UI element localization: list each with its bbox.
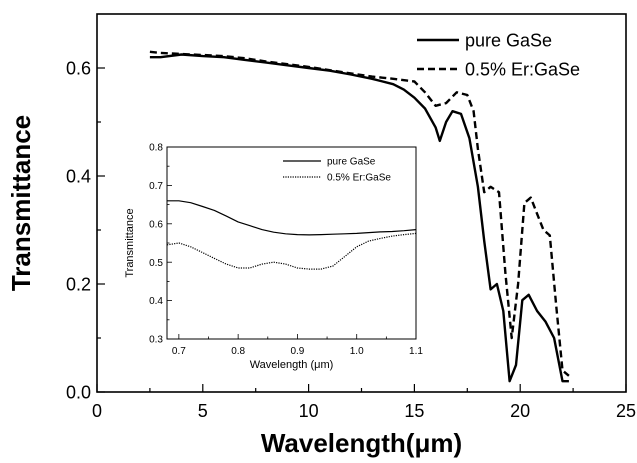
main-xtick-label: 5 (198, 401, 208, 421)
main-x-axis-label: Wavelength(μm) (261, 428, 462, 458)
inset-ytick-label: 0.8 (149, 143, 163, 154)
main-xtick-label: 20 (510, 401, 530, 421)
main-y-axis-label: Transmittance (6, 115, 36, 291)
inset-xtick-label: 1.1 (409, 346, 423, 357)
main-xtick-label: 10 (299, 401, 319, 421)
main-xtick-label: 25 (616, 401, 636, 421)
inset-xtick-label: 0.8 (231, 346, 245, 357)
main-series-line-1 (149, 50, 570, 377)
inset-x-axis-label: Wavelength (μm) (250, 359, 334, 371)
inset-xtick-label: 1.0 (350, 346, 364, 357)
inset-series-line-1 (166, 232, 417, 270)
inset-ytick-label: 0.4 (149, 296, 163, 307)
inset-chart: 0.7 0.8 0.9 1.0 1.1 0.3 0.4 0.5 0.6 0.7 0.8 Wavelen… (124, 143, 423, 371)
main-ytick-label: 0.6 (66, 58, 91, 78)
main-ytick-label: 0.2 (66, 274, 91, 294)
inset-ytick-label: 0.7 (149, 181, 163, 192)
inset-ytick-label: 0.5 (149, 258, 163, 269)
main-legend-label-1: 0.5% Er:GaSe (465, 59, 580, 79)
inset-y-axis-label: Transmittance (124, 208, 136, 277)
main-ytick-label: 0.4 (66, 166, 91, 186)
main-ytick-label: 0.0 (66, 382, 91, 402)
main-chart: 0 5 10 15 20 25 0.0 0.2 0.4 0.6 Wavelength(μm) Tran… (6, 13, 636, 458)
inset-ytick-label: 0.3 (149, 335, 163, 346)
inset-series-line-0 (167, 200, 417, 236)
main-series-line-0 (149, 53, 569, 383)
main-xtick-label: 15 (404, 401, 424, 421)
inset-xtick-label: 0.9 (290, 346, 304, 357)
main-legend-label-0: pure GaSe (465, 30, 552, 50)
inset-legend-label-0: pure GaSe (327, 157, 376, 168)
inset-ytick-label: 0.6 (149, 219, 163, 230)
main-xtick-label: 0 (92, 401, 102, 421)
inset-xtick-label: 0.7 (172, 346, 186, 357)
inset-legend-label-1: 0.5% Er:GaSe (327, 173, 391, 184)
